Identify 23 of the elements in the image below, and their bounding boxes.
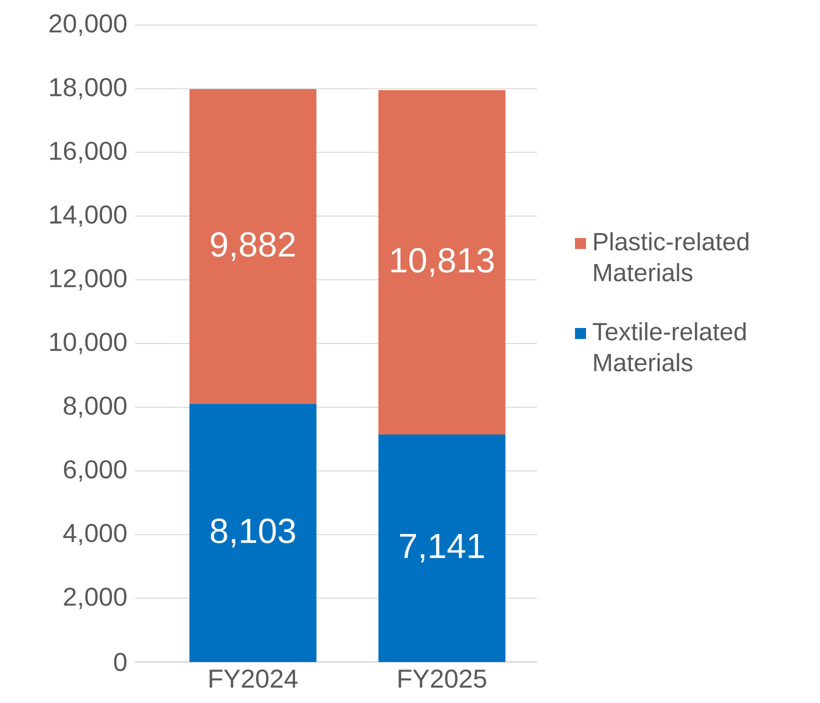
y-tick-label: 14,000 [50,205,126,227]
y-tick-label: 6,000 [64,460,126,482]
bar [378,434,506,662]
y-tick-label: 12,000 [50,269,126,290]
legend-label: Plastic-related Materials [594,232,748,282]
data-label: 9,882 [210,232,295,261]
data-label: 8,103 [210,518,296,548]
bar [189,89,316,404]
data-label: 7,141 [400,534,484,563]
x-tick-label: FY2024 [210,670,298,688]
y-tick-label: 18,000 [50,78,126,100]
y-tick-label: 4,000 [63,524,126,546]
y-tick-label: 16,000 [50,142,126,164]
bar [378,90,506,435]
x-tick-label: FY2025 [398,670,486,688]
legend-label: Textile-related Materials [592,322,746,372]
y-tick-label: 20,000 [50,14,126,36]
y-tick-label: 2,000 [64,588,126,609]
data-label: 10,813 [391,248,494,277]
y-tick-label: 0 [114,652,126,672]
bar [189,404,316,662]
y-tick-label: 8,000 [64,396,126,418]
y-tick-label: 10,000 [50,332,126,354]
